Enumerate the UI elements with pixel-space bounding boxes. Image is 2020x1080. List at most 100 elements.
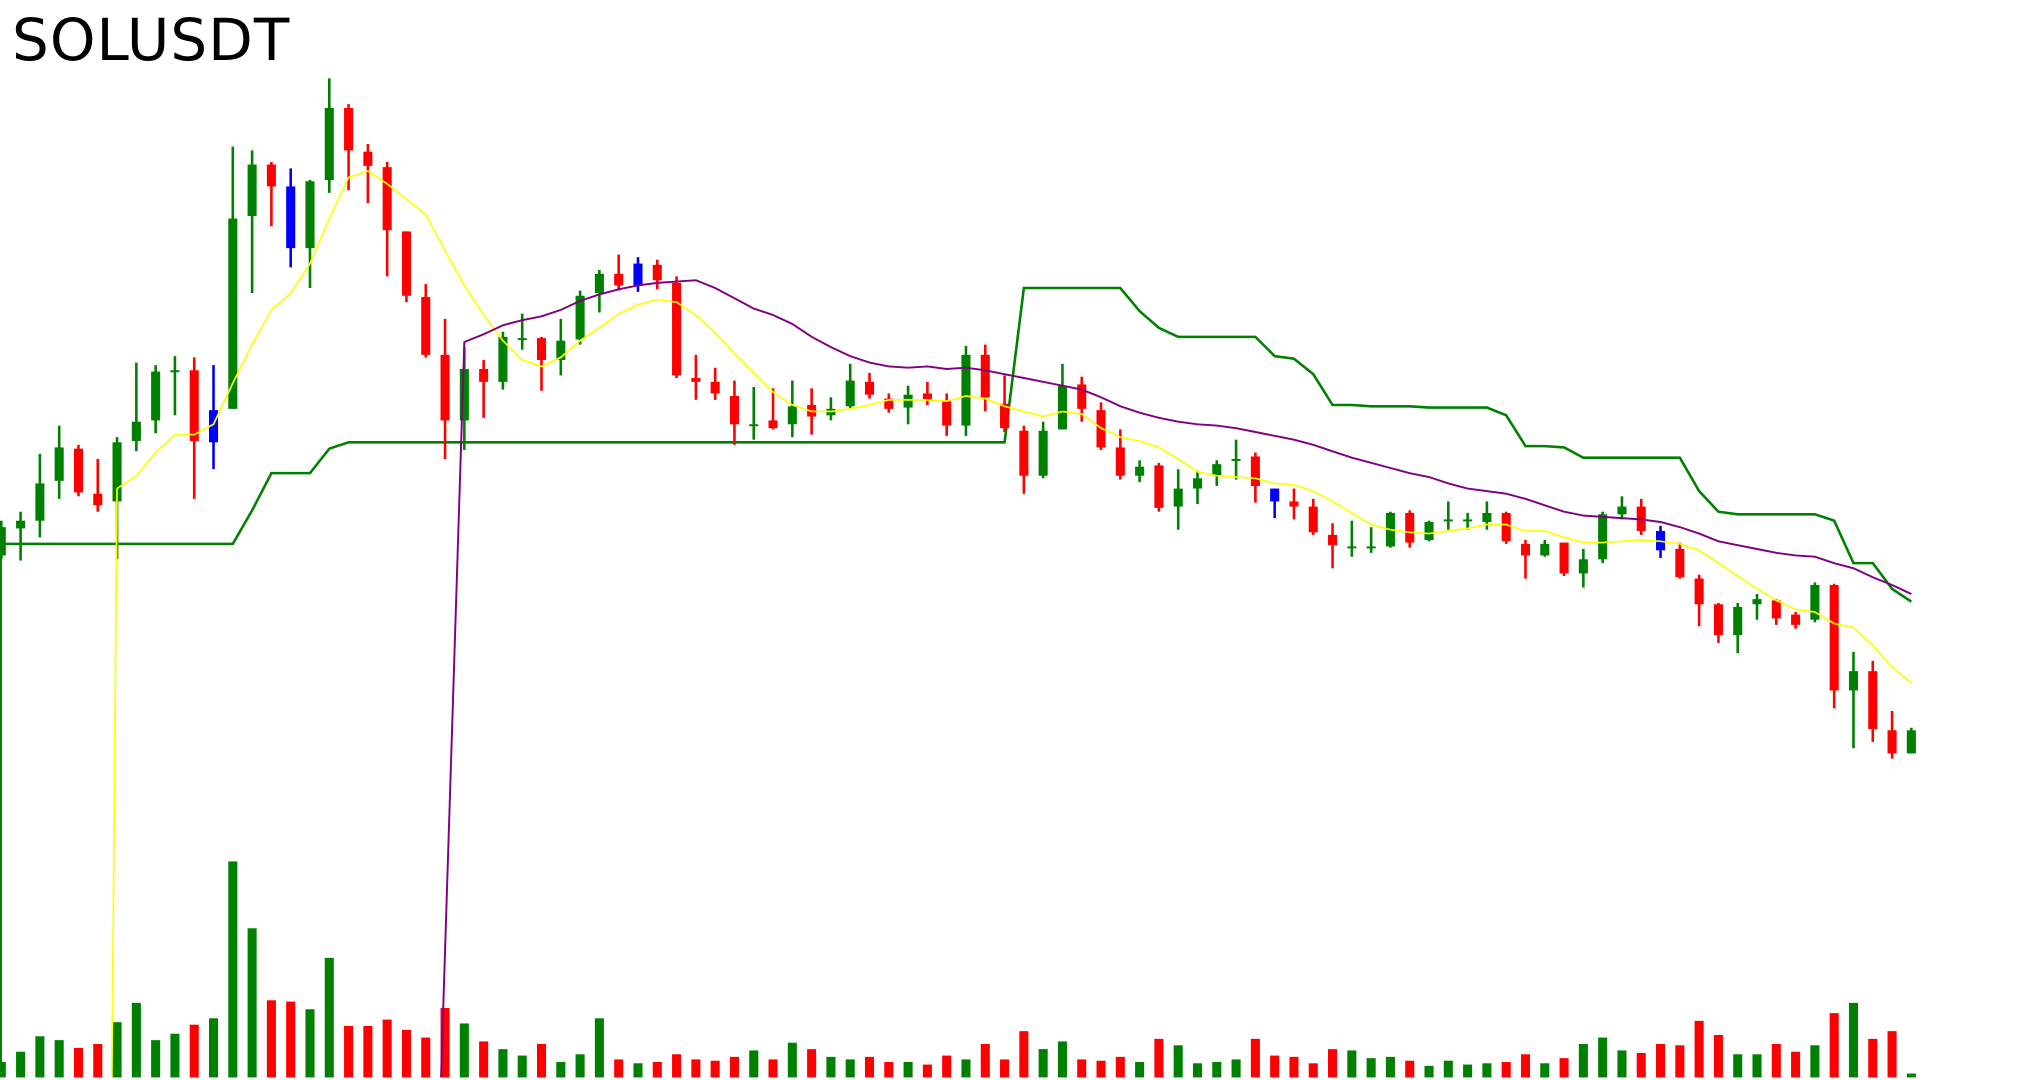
candle <box>305 180 315 288</box>
candle-body <box>1057 385 1067 430</box>
volume-bar <box>594 1018 604 1078</box>
candle <box>73 444 84 497</box>
volume-bar <box>1578 1044 1588 1078</box>
candle <box>884 393 894 413</box>
volume-bar <box>826 1056 836 1078</box>
candle <box>1154 462 1164 512</box>
candle <box>344 104 354 191</box>
candle <box>1000 375 1010 433</box>
volume-bar <box>16 1051 26 1078</box>
volume-bar <box>363 1026 373 1078</box>
volume-bar <box>401 1029 411 1078</box>
candle-body <box>1424 522 1434 540</box>
candle-body <box>1463 519 1473 522</box>
candle <box>1675 542 1685 579</box>
volume-bar <box>1405 1060 1415 1078</box>
candle-body <box>556 340 566 360</box>
candle <box>1057 363 1067 430</box>
candle-body <box>961 354 971 426</box>
candle-body <box>382 167 392 231</box>
candle-body <box>672 282 682 376</box>
volume-bar <box>980 1044 990 1078</box>
candle <box>16 511 26 561</box>
candle <box>382 162 392 277</box>
candle-body <box>1733 606 1743 636</box>
candle-body <box>1829 585 1839 691</box>
volume-bar <box>864 1056 875 1078</box>
volume-bar <box>672 1054 682 1078</box>
candle <box>1636 498 1646 535</box>
candle-body <box>1366 546 1376 549</box>
candle-body <box>594 273 604 294</box>
candle-body <box>1115 447 1125 476</box>
volume-bar <box>1617 1050 1627 1078</box>
volume-bar <box>112 1022 122 1078</box>
volume-bar <box>1154 1038 1164 1078</box>
candle <box>536 336 547 391</box>
candle <box>729 380 739 445</box>
candle <box>189 357 199 499</box>
candle-body <box>73 448 84 493</box>
candle-body <box>35 483 45 521</box>
candle-body <box>1501 513 1511 542</box>
volume-bar <box>1713 1035 1723 1078</box>
candle-body <box>1250 456 1260 486</box>
candle-body <box>286 186 296 249</box>
candle-body <box>1752 599 1762 605</box>
candle <box>1192 470 1203 505</box>
stop-line <box>0 286 1913 1078</box>
volume-bar <box>305 1009 315 1078</box>
candle <box>1231 439 1241 480</box>
candle <box>1347 520 1357 557</box>
volume-bar <box>1675 1045 1685 1078</box>
candle-body <box>1212 464 1222 476</box>
volume-bar <box>228 861 238 1078</box>
candle <box>286 168 296 268</box>
volume-bar <box>1906 1073 1916 1078</box>
candle <box>1810 582 1820 623</box>
candle <box>1868 660 1878 742</box>
candle-body <box>401 231 411 296</box>
candle <box>672 276 682 378</box>
volume-bar <box>1115 1056 1125 1078</box>
volume-bar <box>1231 1059 1241 1078</box>
candle <box>691 354 701 400</box>
candle-body <box>1559 542 1569 574</box>
candle-body <box>421 297 431 355</box>
volume-bar <box>208 1018 219 1078</box>
candle-body <box>151 371 161 421</box>
volume-bar <box>73 1047 84 1078</box>
candle-body <box>1328 534 1338 546</box>
volume-bar <box>1868 1038 1878 1078</box>
candle <box>1405 510 1415 548</box>
volume-bar <box>1366 1058 1376 1078</box>
candle-body <box>1848 671 1859 691</box>
candle-body <box>652 264 662 281</box>
candle <box>266 162 276 227</box>
candle-body <box>440 354 450 421</box>
candle <box>1829 583 1839 709</box>
candle <box>1019 425 1029 494</box>
candle-body <box>575 295 585 340</box>
candle-body <box>189 370 199 441</box>
candle <box>1771 599 1781 625</box>
candle-body <box>1617 506 1627 515</box>
volume-bar <box>536 1044 547 1078</box>
volume-bar <box>1173 1045 1183 1078</box>
volume-bar <box>54 1040 64 1078</box>
volume-bar <box>1096 1060 1106 1078</box>
candle-body <box>691 378 701 382</box>
candle-body <box>1308 506 1318 533</box>
volume-bar <box>1308 1063 1318 1078</box>
candle <box>1366 527 1376 553</box>
candle-body <box>864 381 875 395</box>
candle <box>1308 498 1318 535</box>
volume-bar <box>151 1040 161 1078</box>
candle-body <box>93 493 103 506</box>
volume-bar <box>382 1019 392 1078</box>
volume-bar <box>170 1033 180 1078</box>
volume-bar <box>845 1059 855 1078</box>
volume-bar <box>440 1008 450 1078</box>
candle-body <box>16 520 26 529</box>
volume-bar <box>1289 1056 1299 1078</box>
